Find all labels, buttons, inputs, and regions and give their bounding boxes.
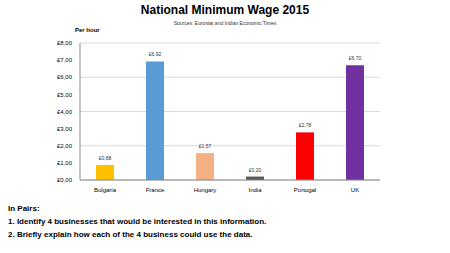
svg-text:£5,00: £5,00 <box>57 92 73 98</box>
svg-text:£6,70: £6,70 <box>349 55 362 61</box>
html-text:Sources: Eurostat and Indian E: Sources: Eurostat and Indian Economic Ti… <box>173 20 277 26</box>
svg-text:£4,00: £4,00 <box>57 109 73 115</box>
svg-text:£8,00: £8,00 <box>57 40 73 46</box>
svg-text:£0,88: £0,88 <box>99 155 112 161</box>
svg-text:£7,00: £7,00 <box>57 57 73 63</box>
html-text:1. Identify 4 businesses that: 1. Identify 4 businesses that would be i… <box>8 217 267 226</box>
svg-text:£0,20: £0,20 <box>249 167 262 173</box>
svg-text:France: France <box>146 187 165 193</box>
svg-text:£2,00: £2,00 <box>57 143 73 149</box>
svg-text:Hungary: Hungary <box>194 187 217 193</box>
svg-text:India: India <box>248 187 262 193</box>
svg-text:Bulgaria: Bulgaria <box>94 187 117 193</box>
svg-text:£0,00: £0,00 <box>57 177 73 183</box>
svg-text:£1,00: £1,00 <box>57 160 73 166</box>
svg-text:£2,78: £2,78 <box>299 122 312 128</box>
svg-text:£6,92: £6,92 <box>149 51 162 57</box>
svg-text:£6,00: £6,00 <box>57 74 73 80</box>
svg-text:£3,00: £3,00 <box>57 126 73 132</box>
html-text:In Pairs:: In Pairs: <box>8 204 40 213</box>
html-text:National Minimum Wage 2015: National Minimum Wage 2015 <box>140 3 310 17</box>
svg-text:UK: UK <box>351 187 359 193</box>
svg-text:Portugal: Portugal <box>294 187 316 193</box>
html-text:Per hour: Per hour <box>75 27 100 33</box>
html-text:2. Briefly explain how each of: 2. Briefly explain how each of the 4 bus… <box>8 230 253 239</box>
svg-text:£1,57: £1,57 <box>199 143 212 149</box>
